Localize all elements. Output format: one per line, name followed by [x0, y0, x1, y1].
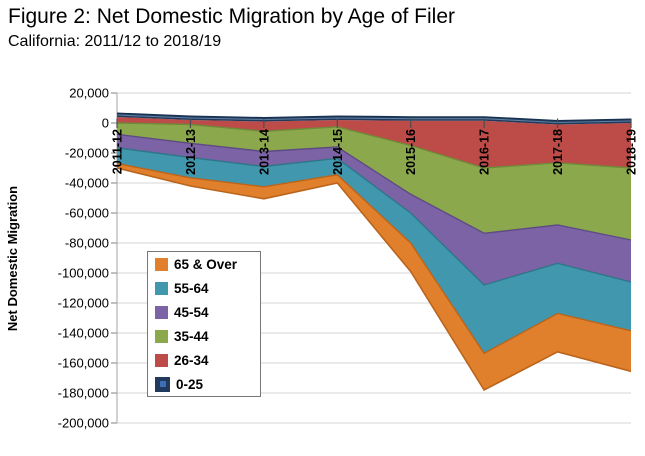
- x-tick-label: 2014-15: [331, 129, 345, 175]
- legend-item-35-44: 35-44: [155, 326, 260, 346]
- legend-label-26-34: 26-34: [174, 352, 209, 368]
- x-tick-label: 2012-13: [184, 129, 198, 175]
- x-tick-label: 2016-17: [478, 129, 492, 175]
- band-border: [116, 133, 632, 241]
- y-tick-label: -180,000: [58, 386, 109, 401]
- figure-title: Figure 2: Net Domestic Migration by Age …: [8, 5, 456, 28]
- legend-swatch-65-over: [155, 257, 168, 271]
- y-tick-label: -60,000: [65, 206, 109, 221]
- legend-item-45-54: 45-54: [155, 302, 260, 322]
- y-tick-label: 0: [102, 116, 109, 131]
- legend-label-35-44: 35-44: [174, 328, 209, 344]
- legend-swatch-26-34: [155, 353, 168, 367]
- figure-subtitle: California: 2011/12 to 2018/19: [8, 33, 222, 50]
- band-border: [116, 162, 632, 355]
- stacked-areas: [116, 112, 632, 392]
- legend-item-65-over: 65 & Over: [155, 254, 260, 274]
- band-border: [116, 112, 632, 122]
- y-tick-label: -140,000: [58, 326, 109, 341]
- legend-swatch-35-44: [155, 329, 168, 343]
- band-border: [116, 147, 632, 286]
- legend-label-45-54: 45-54: [174, 304, 209, 320]
- x-tick-label: 2015-16: [404, 129, 418, 175]
- legend: 65 & Over 55-64 45-54 35-44 26-34 0-25: [147, 251, 261, 397]
- x-tick-label: 2017-18: [551, 129, 565, 175]
- band-border: [116, 122, 632, 169]
- legend-swatch-45-54: [155, 305, 168, 319]
- y-tick-label: -120,000: [58, 296, 109, 311]
- band-border: [116, 167, 632, 392]
- x-tick-label: 2018-19: [625, 129, 639, 175]
- legend-label-0-25: 0-25: [176, 376, 204, 392]
- legend-item-26-34: 26-34: [155, 350, 260, 370]
- y-tick-label: 20,000: [69, 86, 109, 101]
- y-tick-label: -40,000: [65, 176, 109, 191]
- band-0-25-inner-line: [116, 114, 632, 124]
- y-tick-label: -20,000: [65, 146, 109, 161]
- legend-item-0-25: 0-25: [155, 374, 260, 394]
- legend-label-55-64: 55-64: [174, 280, 209, 296]
- band-55-64: [117, 147, 631, 354]
- band-45-54: [117, 134, 631, 285]
- legend-item-55-64: 55-64: [155, 278, 260, 298]
- y-tick-label: -200,000: [58, 416, 109, 431]
- x-tick-label: 2013-14: [257, 129, 271, 175]
- legend-swatch-inner: [159, 381, 166, 387]
- y-tick-label: -100,000: [58, 266, 109, 281]
- band-26-34: [117, 117, 631, 168]
- band-35-44: [117, 123, 631, 240]
- y-tick-label: -80,000: [65, 236, 109, 251]
- x-tick-label: 2011-12: [111, 129, 125, 174]
- legend-swatch-0-25: [155, 376, 170, 392]
- legend-swatch-55-64: [155, 281, 168, 295]
- legend-label-65-over: 65 & Over: [174, 256, 238, 272]
- y-tick-label: -160,000: [58, 356, 109, 371]
